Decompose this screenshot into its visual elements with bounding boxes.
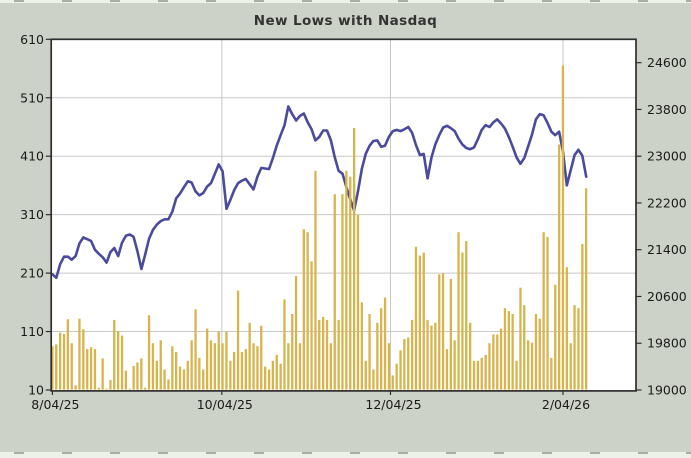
nasdaq-line xyxy=(51,105,588,280)
svg-text:10: 10 xyxy=(28,383,44,398)
svg-text:12/04/25: 12/04/25 xyxy=(365,397,421,412)
svg-text:510: 510 xyxy=(20,90,44,105)
adjacent-chart-ticks-bottom xyxy=(0,452,691,458)
svg-text:2/04/26: 2/04/26 xyxy=(542,397,590,412)
svg-text:410: 410 xyxy=(20,149,44,164)
svg-text:23800: 23800 xyxy=(647,102,687,117)
svg-text:19000: 19000 xyxy=(647,383,687,398)
new-lows-bars xyxy=(51,65,588,390)
x-axis-ticks: 8/04/25 10/04/25 12/04/25 2/04/26 xyxy=(31,390,590,412)
right-axis-ticks: 24600 23800 23000 22200 21400 20600 19800 19000 xyxy=(636,55,687,398)
svg-text:19800: 19800 xyxy=(647,336,687,351)
svg-text:20600: 20600 xyxy=(647,289,687,304)
svg-text:310: 310 xyxy=(20,207,44,222)
svg-text:10/04/25: 10/04/25 xyxy=(197,397,253,412)
left-axis-ticks: 610 510 410 310 210 110 10 xyxy=(20,32,52,398)
svg-text:24600: 24600 xyxy=(647,55,687,70)
svg-text:610: 610 xyxy=(20,32,44,47)
adjacent-chart-ticks-top xyxy=(0,0,691,3)
svg-text:23000: 23000 xyxy=(647,149,687,164)
svg-text:8/04/25: 8/04/25 xyxy=(31,397,79,412)
svg-text:110: 110 xyxy=(20,324,44,339)
svg-text:210: 210 xyxy=(20,266,44,281)
chart-title: New Lows with Nasdaq xyxy=(253,13,438,29)
svg-text:21400: 21400 xyxy=(647,242,687,257)
svg-text:22200: 22200 xyxy=(647,195,687,210)
